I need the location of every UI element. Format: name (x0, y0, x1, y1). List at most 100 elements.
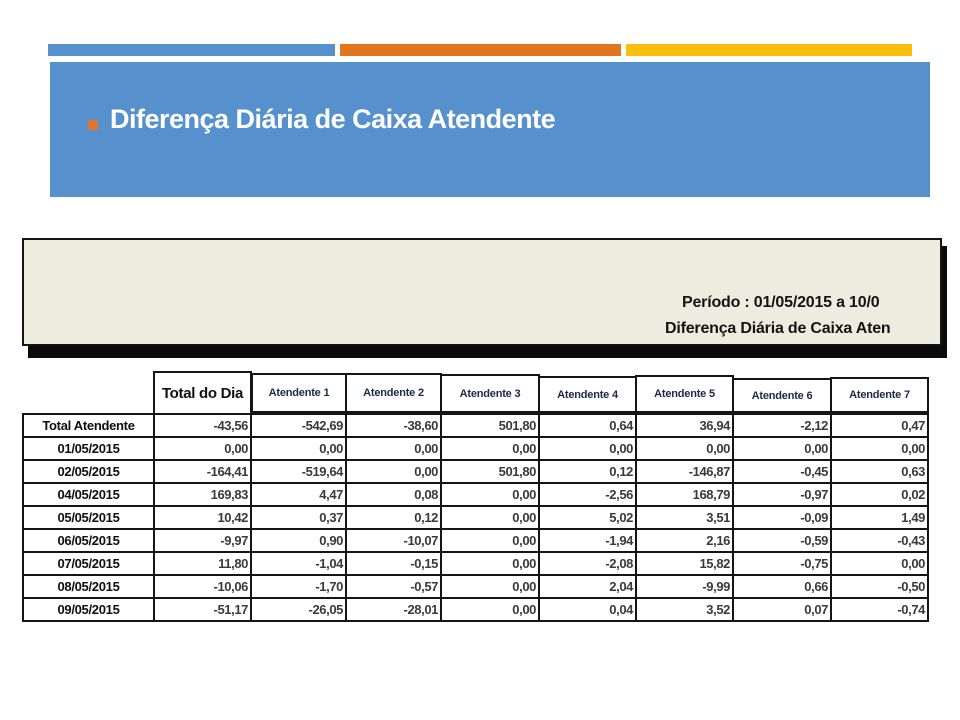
bullet-square-icon (88, 120, 98, 130)
value-cell: 0,00 (250, 436, 347, 461)
value-cell: 0,64 (538, 413, 637, 438)
table-row: Total Atendente -43,56 -542,69 -38,60 501,80… (22, 413, 929, 438)
column-header-atendente-4: Atendente 4 (538, 376, 637, 413)
value-cell: -519,64 (250, 459, 347, 484)
report-header-box: Período : 01/05/2015 a 10/0 Diferença Di… (22, 238, 942, 346)
value-cell: 0,00 (635, 436, 734, 461)
value-cell: 0,12 (538, 459, 637, 484)
column-header-cell: Atendente 2 (345, 372, 442, 414)
report-header-divider (28, 346, 947, 358)
value-cell: -1,04 (250, 551, 347, 576)
value-cell: -43,56 (153, 413, 252, 438)
value-cell: 15,82 (635, 551, 734, 576)
column-header-cell: Atendente 4 (538, 372, 637, 414)
table-row: 06/05/2015 -9,97 0,90 -10,07 0,00 -1,94 2,16 -0… (22, 528, 929, 553)
value-cell: -38,60 (345, 413, 442, 438)
value-cell: 0,00 (440, 574, 540, 599)
value-cell: 0,00 (440, 528, 540, 553)
value-cell: -51,17 (153, 597, 252, 622)
value-cell: -0,59 (732, 528, 832, 553)
value-cell: -2,56 (538, 482, 637, 507)
value-cell: -0,97 (732, 482, 832, 507)
column-header-cell: Atendente 5 (635, 372, 734, 414)
value-cell: -10,06 (153, 574, 252, 599)
table-row: 02/05/2015 -164,41 -519,64 0,00 501,80 0,12 -1… (22, 459, 929, 484)
value-cell: -2,08 (538, 551, 637, 576)
value-cell: 0,90 (250, 528, 347, 553)
table-row: 04/05/2015 169,83 4,47 0,08 0,00 -2,56 168,79-… (22, 482, 929, 507)
row-label: 07/05/2015 (22, 551, 155, 576)
value-cell: 0,00 (732, 436, 832, 461)
column-header-cell: Atendente 1 (251, 372, 347, 414)
report-period-text: Período : 01/05/2015 a 10/0 (682, 294, 880, 311)
table-header-row: Total do Dia Atendente 1 Atendente 2 Atende… (23, 371, 929, 415)
value-cell: 0,00 (345, 436, 442, 461)
value-cell: -0,09 (732, 505, 832, 530)
value-cell: 0,00 (538, 436, 637, 461)
table-corner-cell (23, 372, 154, 414)
table-row: 09/05/2015 -51,17 -26,05 -28,01 0,00 0,04 3,52… (22, 597, 929, 622)
column-header-atendente-2: Atendente 2 (345, 373, 442, 413)
value-cell: 2,04 (538, 574, 637, 599)
value-cell: 0,37 (250, 505, 347, 530)
value-cell: -0,15 (345, 551, 442, 576)
table-row: 05/05/2015 10,42 0,37 0,12 0,00 5,02 3,51 -0,09… (22, 505, 929, 530)
value-cell: 0,00 (440, 551, 540, 576)
value-cell: 36,94 (635, 413, 734, 438)
value-cell: 0,00 (830, 436, 929, 461)
value-cell: -10,07 (345, 528, 442, 553)
value-cell: -146,87 (635, 459, 734, 484)
value-cell: -1,70 (250, 574, 347, 599)
accent-bar-orange (340, 44, 621, 56)
value-cell: -9,99 (635, 574, 734, 599)
column-header-cell: Atendente 7 (830, 372, 929, 414)
value-cell: 501,80 (440, 413, 540, 438)
value-cell: 0,00 (345, 459, 442, 484)
value-cell: 0,63 (830, 459, 929, 484)
value-cell: 3,52 (635, 597, 734, 622)
value-cell: -28,01 (345, 597, 442, 622)
report-title-text: Diferença Diária de Caixa Aten (665, 320, 891, 337)
column-header-atendente-3: Atendente 3 (440, 374, 540, 413)
value-cell: -9,97 (153, 528, 252, 553)
value-cell: 0,00 (440, 505, 540, 530)
value-cell: 0,66 (732, 574, 832, 599)
value-cell: 0,12 (345, 505, 442, 530)
value-cell: 0,00 (440, 597, 540, 622)
row-label: 05/05/2015 (22, 505, 155, 530)
value-cell: 0,08 (345, 482, 442, 507)
column-header-cell: Atendente 3 (440, 372, 540, 414)
value-cell: 0,07 (732, 597, 832, 622)
value-cell: 4,47 (250, 482, 347, 507)
accent-bar-blue (48, 44, 335, 56)
row-label: Total Atendente (22, 413, 155, 438)
value-cell: 2,16 (635, 528, 734, 553)
column-header-total-do-dia: Total do Dia (153, 371, 252, 415)
value-cell: -0,45 (732, 459, 832, 484)
value-cell: 10,42 (153, 505, 252, 530)
value-cell: -0,43 (830, 528, 929, 553)
value-cell: -2,12 (732, 413, 832, 438)
report-header-right-edge (942, 246, 947, 346)
row-label: 09/05/2015 (22, 597, 155, 622)
value-cell: 0,02 (830, 482, 929, 507)
slide-title-banner: Diferença Diária de Caixa Atendente (50, 62, 930, 197)
row-label: 04/05/2015 (22, 482, 155, 507)
value-cell: -0,57 (345, 574, 442, 599)
row-label: 02/05/2015 (22, 459, 155, 484)
value-cell: -26,05 (250, 597, 347, 622)
value-cell: -164,41 (153, 459, 252, 484)
value-cell: 169,83 (153, 482, 252, 507)
row-label: 08/05/2015 (22, 574, 155, 599)
value-cell: 1,49 (830, 505, 929, 530)
value-cell: -0,50 (830, 574, 929, 599)
value-cell: -0,75 (732, 551, 832, 576)
value-cell: 0,00 (440, 482, 540, 507)
value-cell: 11,80 (153, 551, 252, 576)
table-row: 01/05/2015 0,00 0,00 0,00 0,00 0,00 0,00 0,00 0,… (22, 436, 929, 461)
accent-bar-yellow (626, 44, 912, 56)
column-header-atendente-6: Atendente 6 (732, 378, 832, 413)
value-cell: 3,51 (635, 505, 734, 530)
value-cell: 0,47 (830, 413, 929, 438)
value-cell: -0,74 (830, 597, 929, 622)
